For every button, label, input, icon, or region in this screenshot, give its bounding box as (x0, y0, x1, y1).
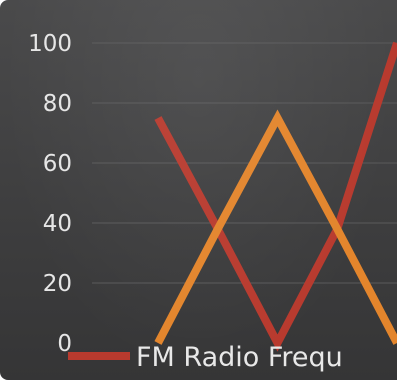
series-line-0 (154, 41, 397, 352)
y-tick-label: 60 (43, 151, 72, 177)
y-tick-label: 0 (57, 331, 72, 357)
series-line-1 (154, 109, 397, 345)
y-tick-label: 20 (43, 271, 72, 297)
y-tick-label: 100 (28, 31, 72, 57)
grid-layer (92, 42, 397, 284)
y-axis-ticks: 0 20 40 60 80 100 (28, 31, 72, 357)
legend: FM Radio Frequ (68, 342, 343, 373)
y-tick-label: 80 (43, 91, 72, 117)
series-layer (154, 41, 397, 352)
legend-label: FM Radio Frequ (136, 342, 343, 373)
y-tick-label: 40 (43, 211, 72, 237)
